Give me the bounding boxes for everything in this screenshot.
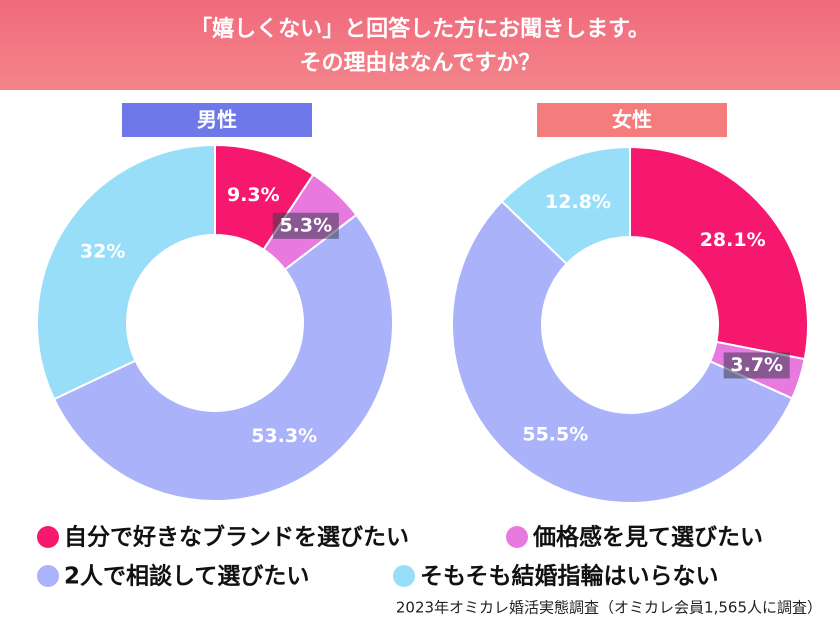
title-line: その理由はなんですか？ bbox=[300, 51, 541, 76]
value-label: 28.1% bbox=[700, 229, 766, 251]
value-label: 53.3% bbox=[251, 425, 317, 447]
value-label: 5.3% bbox=[279, 214, 332, 236]
legend-swatch bbox=[37, 526, 59, 548]
donut-slice bbox=[629, 145, 809, 361]
value-label-bg bbox=[272, 212, 339, 239]
donut-slice bbox=[36, 143, 216, 401]
value-label: 12.8% bbox=[545, 191, 611, 213]
legend-swatch bbox=[393, 565, 415, 587]
value-label: 32% bbox=[80, 240, 125, 262]
donut-slice bbox=[500, 145, 631, 266]
donut-slice bbox=[52, 213, 394, 502]
legend-swatch bbox=[506, 526, 528, 548]
panel-title: 男性 bbox=[197, 108, 237, 132]
legend-label: 価格感を見て選びたい bbox=[532, 524, 763, 551]
source-note: 2023年オミカレ婚活実態調査（オミカレ会員1,565人に調査） bbox=[396, 599, 822, 617]
title-line: 「嬉しくない」と回答した方にお聞きします。 bbox=[190, 16, 650, 42]
value-label-bg bbox=[723, 352, 790, 379]
panel-title-box bbox=[122, 103, 312, 137]
value-label: 9.3% bbox=[227, 184, 280, 206]
legend-swatch bbox=[37, 565, 59, 587]
value-label: 55.5% bbox=[522, 424, 588, 446]
value-label: 3.7% bbox=[730, 354, 783, 376]
header-band bbox=[0, 0, 840, 90]
panel-title: 女性 bbox=[612, 108, 652, 132]
legend-label: 2人で相談して選びたい bbox=[64, 563, 309, 590]
donut-slice bbox=[451, 200, 794, 504]
legend-label: そもそも結婚指輪はいらない bbox=[420, 563, 719, 590]
panel-title-box bbox=[537, 103, 727, 137]
legend-label: 自分で好きなブランドを選びたい bbox=[64, 524, 409, 551]
